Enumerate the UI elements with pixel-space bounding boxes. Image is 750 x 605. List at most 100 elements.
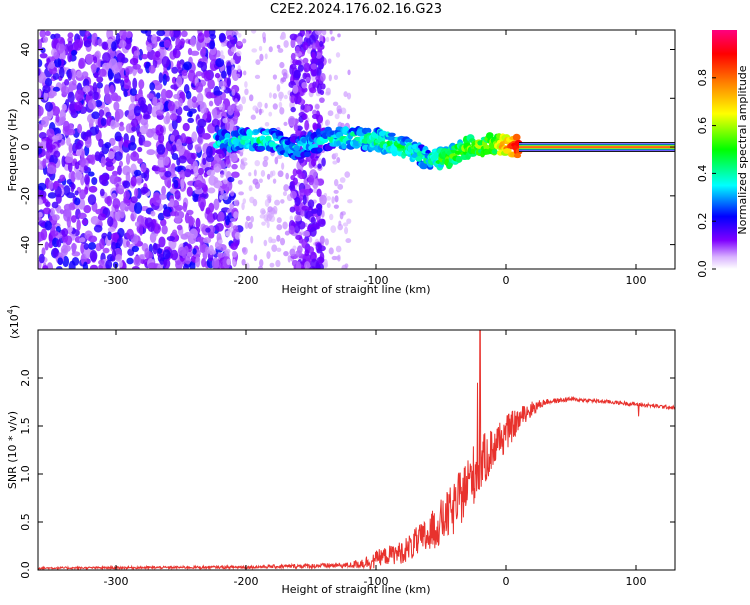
heatmap-cell xyxy=(107,151,115,160)
heatmap-cell xyxy=(220,42,226,47)
heatmap-cell xyxy=(387,132,396,137)
snr-multiplier-exponent: 4 xyxy=(6,309,15,314)
heatmap-cell xyxy=(48,241,54,249)
heatmap-cell xyxy=(38,68,41,76)
heatmap-cell xyxy=(199,101,207,114)
heatmap-cell xyxy=(162,209,171,217)
heatmap-cell xyxy=(169,211,177,217)
heatmap-cell xyxy=(419,162,428,170)
heatmap-cell xyxy=(235,73,241,79)
heatmap-cell xyxy=(346,218,352,225)
heatmap-cell xyxy=(161,225,168,235)
heatmap-cell xyxy=(203,70,211,82)
heatmap-cell xyxy=(51,214,60,221)
heatmap-cell xyxy=(82,261,89,269)
heatmap-cell xyxy=(70,171,76,183)
heatmap-cell xyxy=(232,258,236,266)
heatmap-cell xyxy=(84,173,90,185)
heatmap-cell xyxy=(118,260,123,268)
colorbar-gradient xyxy=(712,30,737,269)
heatmap-cell xyxy=(261,221,266,226)
figure-title: C2E2.2024.176.02.16.G23 xyxy=(270,2,442,17)
heatmap-cell xyxy=(276,247,282,253)
heatmap-cell xyxy=(174,165,183,173)
heatmap-cell xyxy=(316,83,322,94)
heatmap-cell xyxy=(134,188,139,198)
heatmap-cell xyxy=(66,192,76,199)
heatmap-cell xyxy=(132,77,138,90)
heatmap-cell xyxy=(142,140,152,148)
heatmap-cell xyxy=(126,257,134,265)
heatmap-cell xyxy=(92,91,99,101)
heatmap-cell xyxy=(159,193,167,200)
heatmap-cell xyxy=(316,203,323,210)
heatmap-cell xyxy=(157,212,165,221)
heatmap-cell xyxy=(125,67,130,76)
heatmap-cell xyxy=(279,107,285,115)
heatmap-cell xyxy=(302,230,311,237)
heatmap-cell xyxy=(316,207,323,217)
heatmap-cell xyxy=(491,149,498,155)
heatmap-cell xyxy=(88,235,98,243)
heatmap-cell xyxy=(215,58,225,68)
heatmap-cell xyxy=(251,48,258,53)
heatmap-cell xyxy=(271,244,278,253)
spectrogram-frame xyxy=(37,29,676,270)
heatmap-cell xyxy=(289,63,297,70)
heatmap-cell xyxy=(61,103,67,111)
heatmap-cell xyxy=(327,58,332,64)
heatmap-cell xyxy=(336,108,343,115)
heatmap-cell xyxy=(67,69,72,81)
heatmap-cell xyxy=(289,33,298,41)
heatmap-cell xyxy=(217,252,225,258)
heatmap-cell xyxy=(336,156,341,163)
heatmap-cell xyxy=(152,242,158,255)
snr-panel: -300 -200 -100 0 100 0.0 0.5 1.0 1.5 2.0 Height o… xyxy=(6,305,676,596)
heatmap-cell xyxy=(244,81,248,88)
heatmap-cell xyxy=(272,74,278,80)
heatmap-cell xyxy=(293,123,299,132)
heatmap-cell xyxy=(308,174,315,186)
heatmap-cell xyxy=(82,85,91,93)
snr-ytick-label: 1.0 xyxy=(19,465,32,483)
heatmap-cell xyxy=(321,30,327,36)
heatmap-cell xyxy=(165,75,170,82)
heatmap-cell xyxy=(201,133,211,140)
heatmap-cell xyxy=(171,229,178,237)
heatmap-cell xyxy=(317,157,322,165)
heatmap-cell xyxy=(125,123,134,134)
heatmap-cell xyxy=(231,250,238,258)
snr-xtick-label: -200 xyxy=(234,575,259,588)
heatmap-cell xyxy=(316,188,322,198)
heatmap-band-row xyxy=(519,145,675,147)
heatmap-cell xyxy=(329,30,333,35)
heatmap-cell xyxy=(151,106,158,118)
heatmap-cell xyxy=(212,108,218,120)
heatmap-cell xyxy=(513,153,522,159)
heatmap-cell xyxy=(73,39,82,51)
heatmap-cell xyxy=(335,245,342,253)
heatmap-cell xyxy=(230,46,237,53)
heatmap-cell xyxy=(42,207,52,215)
heatmap-cell xyxy=(257,101,263,109)
heatmap-cell xyxy=(171,153,179,161)
heatmap-cell xyxy=(220,86,226,91)
heatmap-cell xyxy=(220,173,224,178)
heatmap-cell xyxy=(224,132,231,140)
colorbar-tick-label: 0.0 xyxy=(696,260,709,278)
heatmap-cell xyxy=(49,207,56,217)
heatmap-cell xyxy=(157,166,166,173)
spectrogram-xlabel: Height of straight line (km) xyxy=(281,283,430,296)
heatmap-cell xyxy=(146,103,153,115)
heatmap-cell xyxy=(38,198,44,205)
heatmap-cell xyxy=(96,82,104,89)
heatmap-cell xyxy=(266,173,271,180)
heatmap-cell xyxy=(302,194,307,206)
heatmap-cell xyxy=(132,63,142,70)
heatmap-cell xyxy=(274,199,281,206)
heatmap-cell xyxy=(59,117,65,125)
heatmap-cell xyxy=(57,257,64,266)
heatmap-cell xyxy=(229,119,235,131)
heatmap-cell xyxy=(215,222,224,232)
heatmap-cell xyxy=(173,179,179,189)
